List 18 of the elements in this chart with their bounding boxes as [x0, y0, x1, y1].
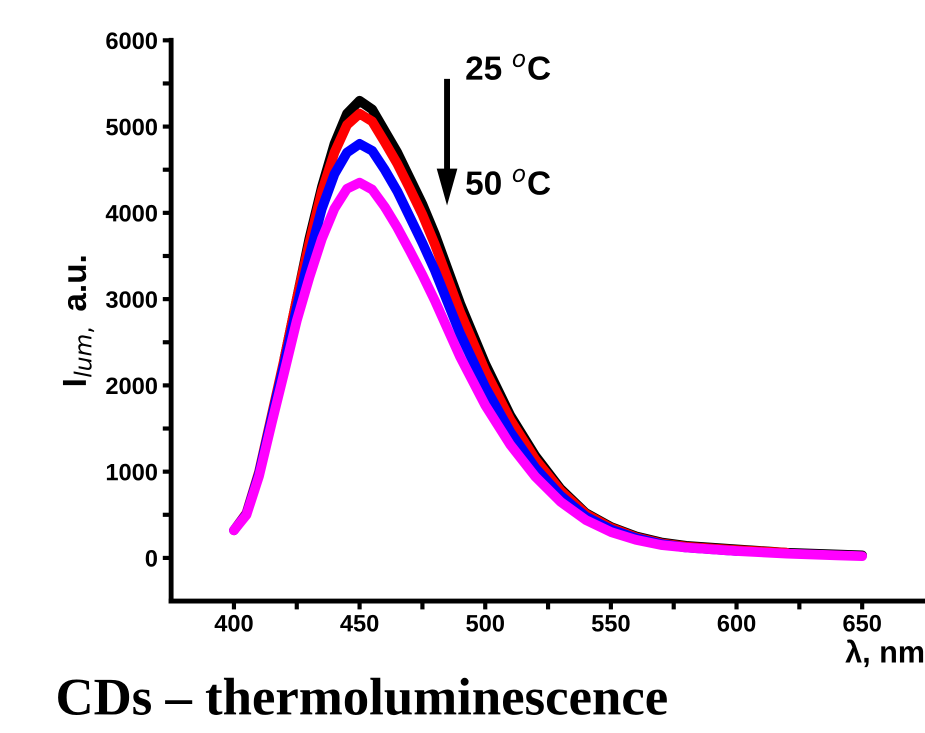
annotation: 50 $^{o}$C	[466, 168, 550, 195]
y-axis-title: I$_{lum,}$ a.u.	[62, 256, 94, 386]
x-tick-label: 600	[718, 614, 756, 632]
y-tick-label: 2000	[106, 377, 157, 394]
y-tick-label: 5000	[106, 118, 157, 136]
x-tick-label: 550	[592, 614, 630, 632]
annotation: 25 $^{o}$C	[466, 54, 550, 80]
y-tick-label: 1000	[106, 464, 157, 480]
text: CDs – thermoluminescence	[58, 678, 667, 716]
x-axis-title: λ, nm	[845, 640, 924, 668]
y-tick-label: 6000	[106, 32, 157, 50]
y-tick-label: 3000	[106, 291, 157, 308]
x-tick-label: 400	[214, 614, 253, 632]
y-tick-label: 4000	[106, 204, 157, 222]
x-tick-label: 650	[843, 614, 881, 632]
x-tick-label: 500	[466, 614, 504, 632]
y-tick-label: 0	[146, 550, 157, 567]
x-tick-label: 450	[340, 614, 378, 632]
